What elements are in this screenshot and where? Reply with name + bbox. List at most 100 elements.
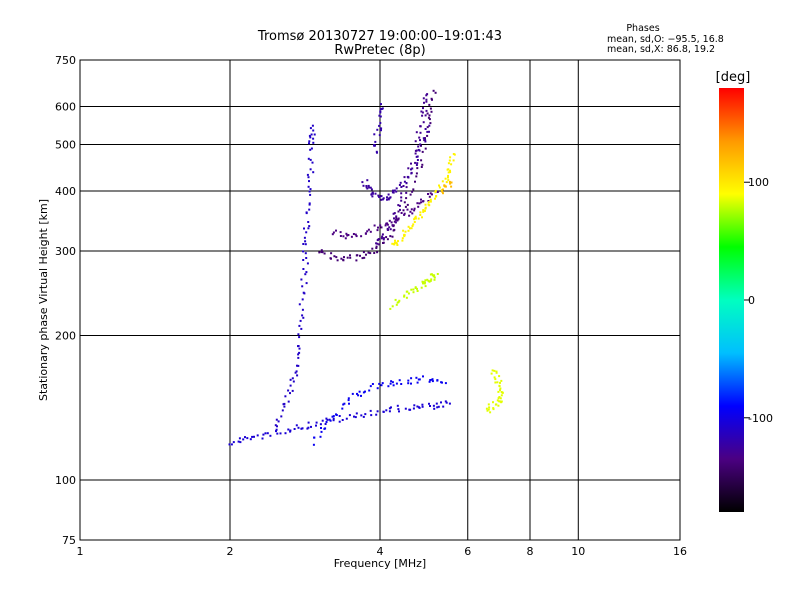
scatter-point <box>302 268 305 270</box>
scatter-point <box>413 404 416 407</box>
scatter-point <box>436 191 439 193</box>
scatter-point <box>303 236 306 239</box>
scatter-point <box>309 136 312 139</box>
colorbar-ticks: 100 0 -100 <box>744 176 773 425</box>
scatter-point <box>297 353 300 356</box>
scatter-point <box>402 229 405 232</box>
scatter-point <box>361 181 364 184</box>
scatter-point <box>281 409 284 412</box>
scatter-point <box>342 259 345 262</box>
scatter-point <box>420 286 423 289</box>
scatter-point <box>369 186 372 189</box>
scatter-point <box>449 171 452 174</box>
scatter-point <box>305 231 308 234</box>
scatter-point <box>447 174 449 177</box>
scatter-point <box>448 159 451 162</box>
scatter-point <box>348 414 351 417</box>
scatter-point <box>400 383 403 385</box>
scatter-point <box>304 252 307 255</box>
scatter-point <box>447 176 449 179</box>
scatter-point <box>282 403 285 406</box>
scatter-point <box>422 121 425 124</box>
scatter-point <box>354 416 357 419</box>
colorbar-tick-label: -100 <box>748 412 773 425</box>
scatter-point <box>300 327 303 330</box>
scatter-point <box>428 280 431 283</box>
scatter-point <box>312 443 315 446</box>
scatter-point <box>380 103 382 106</box>
scatter-point <box>335 229 337 232</box>
scatter-point <box>264 432 267 435</box>
scatter-point <box>452 159 455 162</box>
scatter-point <box>435 195 438 198</box>
scatter-point <box>428 114 431 117</box>
scatter-point <box>345 417 348 420</box>
trace-6 <box>331 191 439 240</box>
scatter-point <box>299 319 302 322</box>
scatter-point <box>363 256 366 259</box>
scatter-point <box>430 273 433 276</box>
x-tick-label: 6 <box>464 545 471 558</box>
scatter-point <box>380 195 383 198</box>
scatter-point <box>416 405 419 408</box>
scatter-point <box>308 134 311 137</box>
scatter-point <box>378 238 380 241</box>
scatter-point <box>382 238 385 241</box>
y-tick-label: 200 <box>55 330 76 343</box>
scatter-point <box>413 207 416 210</box>
scatter-point <box>429 107 432 110</box>
scatter-point <box>354 233 357 236</box>
scatter-point <box>444 177 447 180</box>
scatter-point <box>310 133 313 136</box>
scatter-point <box>360 235 363 238</box>
scatter-point <box>237 440 240 443</box>
scatter-point <box>389 307 392 310</box>
scatter-point <box>431 378 434 381</box>
scatter-point <box>249 438 252 441</box>
scatter-point <box>359 254 361 257</box>
scatter-point <box>371 383 374 385</box>
colorbar-tick-label: 100 <box>748 176 769 189</box>
scatter-point <box>405 186 408 189</box>
scatter-point <box>424 139 427 141</box>
scatter-point <box>395 303 398 306</box>
scatter-point <box>287 389 290 392</box>
scatter-point <box>366 230 369 233</box>
scatter-point <box>388 407 391 410</box>
scatter-point <box>422 282 424 285</box>
scatter-point <box>416 159 419 161</box>
scatter-point <box>444 185 447 188</box>
scatter-point <box>407 382 410 385</box>
scatter-point <box>392 229 395 232</box>
scatter-point <box>376 128 379 131</box>
scatter-point <box>378 124 381 127</box>
scatter-point <box>416 290 419 292</box>
scatter-point <box>407 229 410 232</box>
scatter-point <box>393 220 396 223</box>
scatter-point <box>414 180 416 183</box>
scatter-point <box>437 405 440 408</box>
scatter-point <box>298 336 301 339</box>
scatter-point <box>367 251 370 254</box>
scatter-point <box>407 379 410 382</box>
scatter-point <box>389 228 392 231</box>
scatter-point <box>321 251 324 254</box>
scatter-point <box>381 235 384 238</box>
scatter-point <box>415 131 418 134</box>
scatter-point <box>307 221 310 223</box>
scatter-point <box>362 184 365 187</box>
scatter-point <box>409 210 412 213</box>
scatter-point <box>393 212 396 215</box>
scatter-point <box>421 114 424 117</box>
scatter-point <box>400 192 403 195</box>
scatter-point <box>380 129 382 132</box>
scatter-point <box>287 400 290 403</box>
scatter-point <box>251 435 254 438</box>
scatter-point <box>360 414 363 417</box>
scatter-point <box>302 250 305 253</box>
scatter-point <box>420 198 422 201</box>
scatter-point <box>415 175 418 178</box>
scatter-point <box>434 191 437 193</box>
scatter-point <box>421 150 424 153</box>
scatter-point <box>389 196 392 199</box>
